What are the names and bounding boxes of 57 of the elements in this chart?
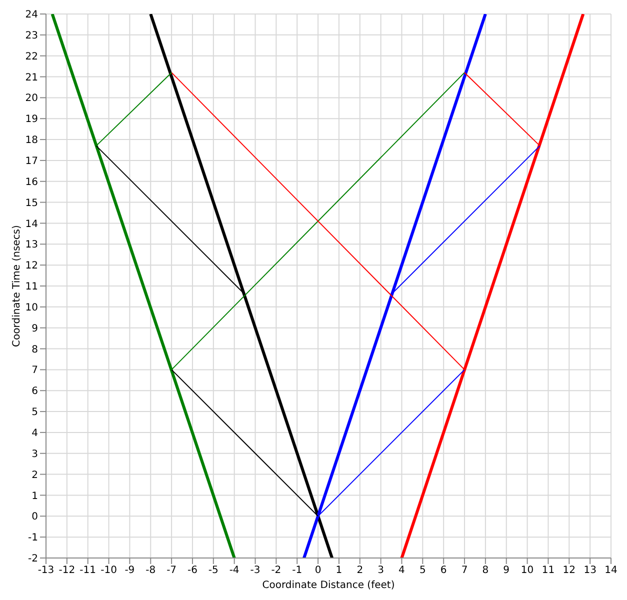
x-tick-label: 1	[336, 565, 342, 576]
x-tick-label: -3	[250, 565, 260, 576]
x-tick-label: -7	[166, 565, 177, 576]
y-tick-label: 10	[25, 302, 38, 314]
y-tick-label: 0	[32, 512, 38, 523]
y-tick-label: 23	[25, 30, 38, 42]
x-tick-label: 7	[461, 565, 468, 576]
x-tick-label: -4	[229, 565, 240, 576]
y-tick-label: 16	[25, 176, 38, 188]
y-tick-label: 7	[32, 365, 38, 376]
y-tick-label: 6	[32, 386, 38, 398]
y-tick-label: 17	[25, 156, 38, 168]
y-tick-label: -1	[28, 532, 38, 544]
x-tick-label: 10	[520, 565, 534, 576]
x-tick-label: -9	[124, 565, 135, 576]
y-tick-label: 1	[32, 490, 38, 502]
y-tick-label: 8	[32, 344, 38, 356]
x-tick-label: -8	[146, 565, 156, 576]
x-tick-label: 12	[562, 565, 576, 576]
x-tick-label: -6	[187, 565, 198, 576]
y-axis-title: Coordinate Time (nsecs)	[12, 224, 23, 347]
y-tick-label: 13	[25, 240, 38, 251]
x-tick-label: 9	[503, 565, 510, 576]
x-tick-label: -13	[38, 565, 54, 576]
x-tick-label: 5	[419, 565, 426, 576]
x-tick-label: -1	[292, 565, 302, 576]
y-tick-label: 22	[25, 51, 38, 62]
y-tick-label: 14	[25, 218, 38, 230]
y-tick-label: 2	[32, 470, 38, 481]
y-tick-label: 12	[25, 260, 38, 272]
y-tick-label: 21	[25, 72, 38, 84]
x-tick-label: -5	[208, 565, 218, 576]
x-axis-title: Coordinate Distance (feet)	[262, 580, 395, 591]
x-tick-label: -12	[58, 565, 76, 576]
y-tick-label: 18	[25, 135, 38, 146]
x-tick-label: -10	[100, 565, 117, 576]
y-tick-label: 20	[25, 93, 38, 104]
y-tick-label: 24	[25, 10, 38, 21]
y-tick-label: 5	[32, 407, 38, 418]
y-tick-label: 3	[32, 448, 38, 460]
x-tick-label: 0	[314, 565, 322, 576]
x-tick-label: -2	[271, 565, 282, 576]
y-tick-label: 15	[25, 198, 38, 209]
x-tick-label: 8	[482, 565, 489, 576]
x-tick-label: -11	[80, 565, 96, 576]
x-tick-label: 11	[542, 565, 555, 576]
y-tick-label: 4	[32, 428, 38, 440]
x-tick-label: 14	[604, 565, 618, 576]
x-tick-label: 13	[584, 565, 596, 576]
y-tick-label: 9	[32, 323, 38, 334]
x-tick-label: 3	[378, 565, 384, 576]
x-tick-label: 2	[356, 565, 364, 576]
y-tick-label: 11	[25, 282, 38, 293]
y-tick-label: 19	[25, 114, 38, 126]
y-tick-label: -2	[28, 554, 38, 565]
x-tick-label: 6	[440, 565, 447, 576]
x-tick-label: 4	[398, 565, 405, 576]
